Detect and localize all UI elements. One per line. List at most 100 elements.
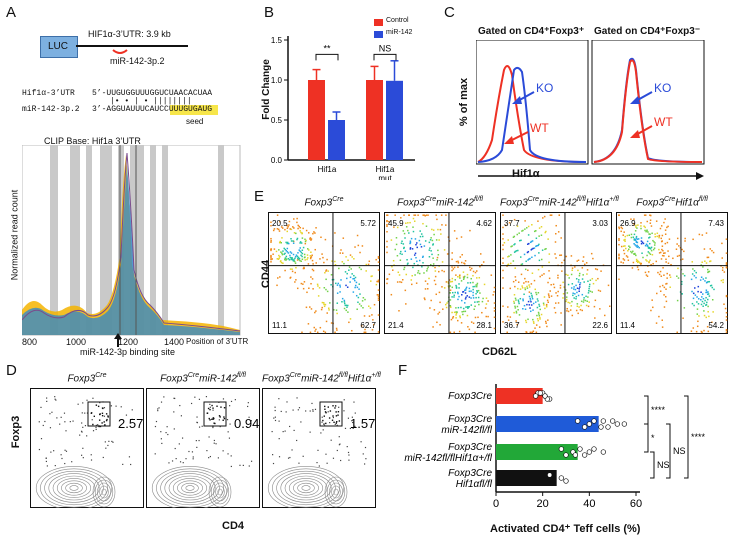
e-event-dot	[285, 259, 287, 261]
clip-tick-1400: 1400	[164, 337, 185, 347]
e-event-dot	[361, 245, 364, 247]
d-event-dot	[86, 412, 89, 414]
e-event-dot	[418, 239, 421, 242]
e-event-dot	[513, 243, 515, 246]
e-event-dot	[324, 331, 327, 334]
d-treg-dot	[324, 408, 326, 410]
e-event-dot	[576, 303, 579, 305]
e-event-dot	[473, 308, 475, 311]
e-event-dot	[572, 294, 574, 297]
e-event-dot	[543, 296, 546, 298]
e-event-dot	[515, 320, 517, 322]
b-tick-label: 0.0	[271, 156, 283, 165]
e-event-dot	[334, 232, 336, 234]
e-event-dot	[429, 307, 431, 309]
e-frame	[616, 212, 728, 334]
e-event-dot	[652, 262, 654, 265]
e-event-dot	[302, 246, 305, 249]
e-event-dot	[438, 239, 440, 241]
e-event-dot	[652, 239, 654, 242]
e-event-dot	[567, 274, 569, 277]
e-quadrant-value: 37.7	[504, 219, 520, 228]
e-event-dot	[466, 273, 469, 276]
e-event-dot	[390, 239, 393, 241]
e-event-dot	[365, 270, 367, 272]
e-event-dot	[519, 256, 522, 258]
e-event-dot	[386, 278, 389, 280]
e-event-dot	[468, 287, 471, 290]
d-event-dot	[174, 397, 176, 400]
e-event-dot	[665, 258, 667, 261]
e-event-dot	[529, 257, 531, 260]
e-event-dot	[645, 274, 648, 276]
e-event-dot	[702, 297, 705, 300]
e-event-dot	[672, 257, 674, 260]
e-event-dot	[591, 291, 594, 293]
e-event-dot	[577, 259, 580, 262]
e-event-dot	[279, 255, 281, 258]
e-event-dot	[502, 233, 504, 235]
e-event-dot	[439, 228, 442, 231]
e-event-dot	[301, 255, 303, 258]
e-event-dot	[301, 252, 304, 255]
e-event-dot	[576, 291, 578, 294]
e-event-dot	[578, 288, 580, 290]
e-event-dot	[711, 321, 713, 324]
e-frame	[384, 212, 496, 334]
e-event-dot	[683, 250, 685, 253]
e-event-dot	[659, 227, 662, 230]
e-event-dot	[514, 276, 517, 278]
c-ko-1: KO	[536, 81, 554, 95]
e-event-dot	[666, 226, 668, 229]
e-event-dot	[524, 288, 527, 291]
f-point	[577, 446, 583, 452]
e-event-dot	[663, 274, 665, 276]
d-event-dot	[64, 449, 66, 451]
d-event-dot	[86, 399, 88, 401]
d-treg-dot	[107, 415, 109, 417]
e-event-dot	[351, 256, 353, 258]
e-event-dot	[341, 261, 344, 263]
e-event-dot	[327, 270, 329, 272]
e-event-dot	[280, 261, 283, 264]
e-event-dot	[300, 260, 302, 262]
e-event-dot	[691, 261, 694, 263]
e-event-dot	[409, 248, 412, 250]
d-event-dot	[208, 457, 210, 459]
e-event-dot	[289, 277, 291, 279]
e-event-dot	[430, 237, 432, 239]
d-event-dot	[50, 451, 52, 453]
d-contour-ring	[297, 482, 315, 494]
d-event-dot	[227, 453, 229, 455]
e-event-dot	[464, 260, 467, 262]
e-event-dot	[312, 288, 314, 290]
e-event-dot	[303, 266, 305, 269]
e-event-dot	[531, 297, 534, 300]
d-event-dot	[160, 438, 162, 440]
e-event-dot	[416, 242, 418, 244]
d-event-dot	[274, 406, 276, 408]
e-event-dot	[622, 249, 625, 252]
e-event-dot	[513, 251, 516, 253]
e-event-dot	[577, 312, 579, 315]
d-treg-dot	[331, 419, 334, 421]
e-event-dot	[548, 253, 551, 255]
e-event-dot	[565, 300, 567, 303]
e-event-dot	[353, 258, 355, 260]
d-treg-dot	[103, 421, 105, 423]
e-event-dot	[502, 269, 504, 272]
e-event-dot	[439, 301, 441, 304]
e-event-dot	[661, 284, 664, 287]
d-event-dot	[97, 424, 99, 426]
d-treg-dot	[209, 419, 211, 421]
e-event-dot	[575, 295, 578, 298]
e-event-dot	[547, 293, 550, 295]
e-event-dot	[626, 234, 629, 237]
d-event-dot	[65, 450, 68, 452]
e-event-dot	[507, 263, 510, 266]
e-event-dot	[631, 267, 634, 269]
d-event-dot	[115, 405, 117, 407]
e-event-dot	[576, 260, 578, 262]
e-event-dot	[635, 260, 638, 262]
